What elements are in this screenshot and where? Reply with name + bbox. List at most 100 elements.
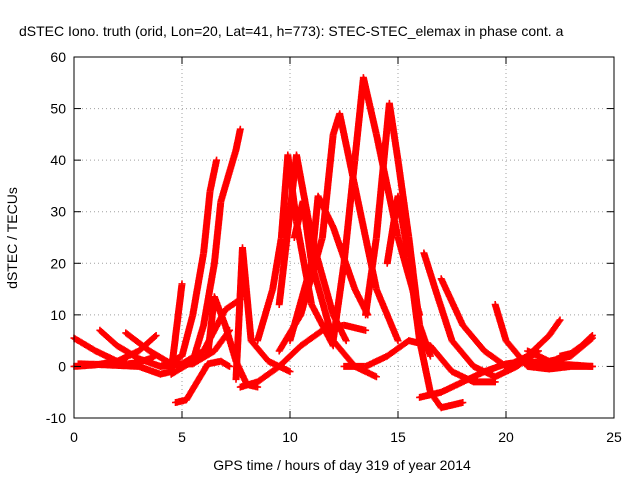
data-point <box>96 326 120 349</box>
series-20 <box>340 337 499 386</box>
data-point <box>329 261 348 345</box>
data-point <box>342 337 350 345</box>
data-point <box>232 127 244 154</box>
data-point <box>578 333 595 350</box>
data-point <box>135 362 163 378</box>
data-point <box>135 355 163 370</box>
data-point <box>254 363 282 386</box>
data-point <box>156 353 185 370</box>
y-tick-label: 40 <box>50 152 66 168</box>
data-point <box>297 235 326 319</box>
x-tick-label: 15 <box>390 429 406 445</box>
data-point <box>200 189 214 257</box>
data-point <box>405 254 423 343</box>
data-point <box>206 158 220 195</box>
data-point <box>236 378 260 391</box>
data-point <box>178 312 196 360</box>
data-point <box>459 368 487 386</box>
data-point <box>372 101 393 241</box>
data-point <box>115 347 143 365</box>
data-point <box>210 293 229 328</box>
data-point <box>178 280 186 288</box>
y-tick-label: 30 <box>50 204 66 220</box>
data-point <box>236 125 244 133</box>
series-7 <box>167 125 244 378</box>
data-point <box>459 321 487 354</box>
data-point <box>491 301 510 343</box>
data-point <box>136 332 160 354</box>
series-24 <box>416 357 596 401</box>
series-6 <box>156 156 221 370</box>
data-point <box>394 156 413 240</box>
data-point <box>210 199 225 267</box>
x-axis-label: GPS time / hours of day 319 of year 2014 <box>213 457 471 473</box>
data-point <box>239 244 255 343</box>
data-point <box>340 158 359 267</box>
data-point <box>394 192 412 261</box>
data-point <box>217 147 240 205</box>
data-point <box>193 361 211 386</box>
data-point <box>275 209 294 308</box>
data-point <box>567 343 584 357</box>
data-point <box>437 399 465 412</box>
y-tick-label: -10 <box>46 410 66 426</box>
series-26 <box>556 331 596 360</box>
data-point <box>254 287 276 345</box>
data-point <box>275 312 304 355</box>
y-tick-label: 10 <box>50 307 66 323</box>
data-point <box>420 249 440 297</box>
data-point <box>491 363 519 381</box>
data-point <box>297 327 325 350</box>
x-tick-label: 10 <box>282 429 298 445</box>
data-point <box>318 132 337 241</box>
data-point <box>247 337 271 364</box>
data-point <box>308 194 322 267</box>
data-point <box>189 323 207 365</box>
data-point <box>426 342 455 374</box>
data-point <box>426 352 434 360</box>
data-point <box>459 399 467 407</box>
plot-points <box>70 74 596 412</box>
data-point <box>383 338 411 360</box>
data-point <box>556 316 564 324</box>
y-axis-label: dSTEC / TECUs <box>4 187 20 289</box>
data-point <box>275 343 304 370</box>
series-10 <box>232 244 294 383</box>
data-point <box>362 235 380 319</box>
data-point <box>372 373 380 381</box>
data-point <box>226 362 234 370</box>
data-point <box>167 358 195 378</box>
data-point <box>213 156 221 164</box>
data-point <box>189 251 207 319</box>
x-tick-label: 20 <box>498 429 514 445</box>
data-point <box>480 360 509 376</box>
y-tick-label: 20 <box>50 255 66 271</box>
data-point <box>372 285 401 343</box>
data-point <box>269 235 285 293</box>
data-point <box>588 331 596 339</box>
data-point <box>286 368 294 376</box>
data-point <box>437 275 466 328</box>
x-tick-label: 5 <box>178 429 186 445</box>
data-point <box>437 379 465 396</box>
data-point <box>385 99 402 163</box>
y-tick-label: 60 <box>50 49 66 65</box>
y-tick-label: 50 <box>50 101 66 117</box>
data-point <box>448 337 477 369</box>
series-8 <box>172 357 234 406</box>
series-19 <box>383 192 467 412</box>
data-point <box>362 326 370 334</box>
data-point <box>200 261 218 329</box>
data-point <box>588 362 596 370</box>
plot-frame <box>73 56 615 419</box>
y-tick-label: 0 <box>58 358 66 374</box>
data-point <box>433 290 455 343</box>
chart-title: dSTEC Iono. truth (orid, Lon=20, Lat=41,… <box>19 23 564 39</box>
data-point <box>182 379 200 404</box>
data-point <box>524 347 552 365</box>
x-tick-label: 25 <box>606 429 622 445</box>
x-tick-label: 0 <box>70 429 78 445</box>
data-point <box>362 353 390 370</box>
